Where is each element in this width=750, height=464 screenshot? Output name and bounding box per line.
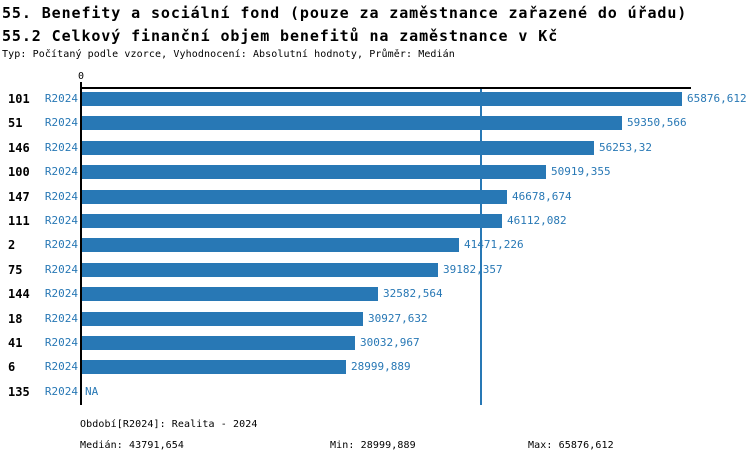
median-line [480, 89, 482, 405]
bar-value-label: 39182,357 [443, 263, 503, 276]
median-summary: Medián: 43791,654 [80, 440, 185, 451]
row-series-label: R2024 [44, 336, 78, 349]
row-subject-label: 135 [8, 385, 30, 399]
bar [81, 190, 507, 204]
row-subject-label: 18 [8, 312, 23, 326]
period-label: Období[R2024]: Realita - 2024 [80, 419, 258, 430]
y-axis-line [80, 87, 82, 405]
bar [81, 238, 459, 252]
max-summary: Max: 65876,612 [528, 440, 614, 451]
bar [81, 312, 363, 326]
bar-value-label: 56253,32 [599, 141, 652, 154]
axis-top-rule [80, 87, 691, 89]
row-series-label: R2024 [44, 238, 78, 251]
row-series-label: R2024 [44, 141, 78, 154]
row-subject-label: 6 [8, 360, 16, 374]
bar-value-label: 41471,226 [464, 238, 524, 251]
row-series-label: R2024 [44, 190, 78, 203]
row-series-label: R2024 [44, 165, 78, 178]
page-title: 55. Benefity a sociální fond (pouze za z… [2, 4, 688, 22]
row-subject-label: 100 [8, 165, 30, 179]
row-subject-label: 2 [8, 238, 16, 252]
row-series-label: R2024 [44, 385, 78, 398]
row-series-label: R2024 [44, 287, 78, 300]
bar-value-label: 32582,564 [383, 287, 443, 300]
bar-value-label: 46678,674 [512, 190, 572, 203]
bar-value-label: 30927,632 [368, 312, 428, 325]
bar-value-label: 65876,612 [687, 92, 747, 105]
bar [81, 116, 622, 130]
row-series-label: R2024 [44, 263, 78, 276]
bar-value-label: 50919,355 [551, 165, 611, 178]
row-subject-label: 144 [8, 287, 30, 301]
min-summary: Min: 28999,889 [330, 440, 416, 451]
axis-tick-mark [80, 82, 82, 88]
bar [81, 336, 355, 350]
row-series-label: R2024 [44, 312, 78, 325]
bar-value-label: 28999,889 [351, 360, 411, 373]
row-series-label: R2024 [44, 92, 78, 105]
bar [81, 214, 502, 228]
bar [81, 141, 594, 155]
bar [81, 263, 438, 277]
bar [81, 360, 346, 374]
axis-zero-tick-label: 0 [77, 71, 85, 82]
row-subject-label: 101 [8, 92, 30, 106]
row-series-label: R2024 [44, 116, 78, 129]
row-subject-label: 75 [8, 263, 23, 277]
chart-meta: Typ: Počítaný podle vzorce, Vyhodnocení:… [2, 49, 455, 60]
bar-value-label: NA [85, 385, 99, 398]
row-subject-label: 146 [8, 141, 30, 155]
bar-value-label: 59350,566 [627, 116, 687, 129]
bar-value-label: 46112,082 [507, 214, 567, 227]
bar [81, 92, 682, 106]
row-subject-label: 147 [8, 190, 30, 204]
row-subject-label: 111 [8, 214, 30, 228]
chart-title: 55.2 Celkový finanční objem benefitů na … [2, 27, 559, 45]
bar [81, 287, 378, 301]
row-subject-label: 41 [8, 336, 23, 350]
row-subject-label: 51 [8, 116, 23, 130]
bar-value-label: 30032,967 [360, 336, 420, 349]
row-series-label: R2024 [44, 360, 78, 373]
bar [81, 165, 546, 179]
row-series-label: R2024 [44, 214, 78, 227]
